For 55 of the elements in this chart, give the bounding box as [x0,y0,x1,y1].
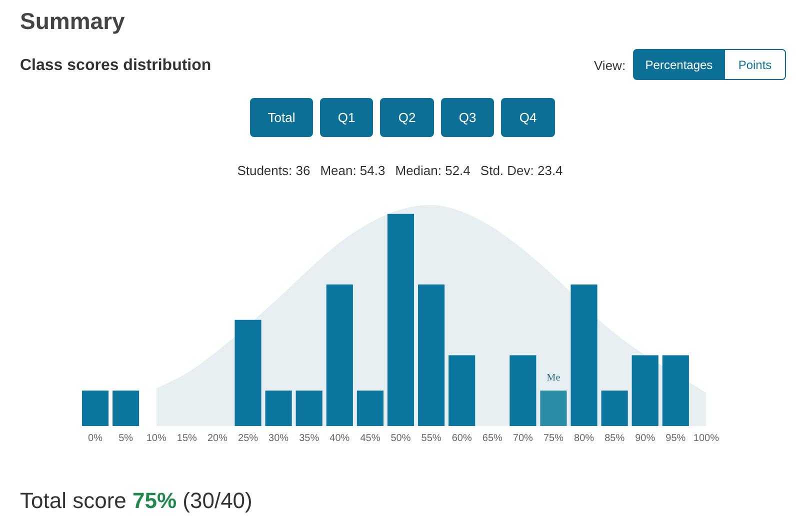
x-tick-label: 100% [693,432,720,444]
x-tick-label: 0% [88,432,103,444]
chart-subtitle: Class scores distribution [20,57,212,75]
x-tick-label: 65% [482,432,502,444]
text: Percentages [633,49,725,80]
bar [356,390,384,426]
text: Total score [20,488,128,513]
x-tick-label: 5% [118,432,134,444]
text: Total [250,98,313,137]
bar [510,355,536,426]
bar [601,390,628,426]
x-tick-label: 85% [604,432,625,444]
chart-title: Summary [20,8,125,35]
text: Median: 52.4 [395,163,470,178]
bar [296,390,322,426]
x-tick-label: 55% [421,432,442,444]
x-tick-label: 80% [574,432,594,444]
bar [662,355,689,426]
bar [265,390,292,426]
text: Std. Dev: 23.4 [480,163,563,178]
text: Q1 [320,98,373,137]
text: Q3 [441,98,494,137]
text: 75% [132,488,177,513]
bar [570,284,598,426]
text: Q2 [380,98,434,137]
text: Q4 [501,98,555,137]
x-tick-label: 10% [146,432,166,444]
bar [326,284,353,426]
text: (30/40) [182,488,252,513]
annotation: Me [546,372,561,384]
x-tick-label: 90% [635,432,656,444]
bar [418,284,445,426]
bar [540,390,567,426]
text: Mean: 54.3 [320,163,386,178]
text: Points [724,49,786,80]
x-tick-label: 75% [543,432,564,444]
x-tick-label: 70% [512,432,534,444]
x-tick-label: 60% [452,432,472,444]
x-tick-label: 35% [299,432,320,444]
bar [82,390,109,426]
bar [632,355,658,426]
x-tick-label: 50% [390,432,411,444]
bar [112,390,140,426]
bar [387,214,414,426]
bar [448,355,476,426]
text: View: [594,58,626,73]
x-tick-label: 15% [176,432,198,444]
x-tick-label: 30% [268,432,289,444]
x-tick-label: 20% [207,432,228,444]
x-tick-label: 40% [330,432,350,444]
bar [234,320,262,426]
x-tick-label: 95% [666,432,686,444]
x-tick-label: 45% [360,432,380,444]
x-tick-label: 25% [238,432,258,444]
text: Students: 36 [237,163,310,178]
